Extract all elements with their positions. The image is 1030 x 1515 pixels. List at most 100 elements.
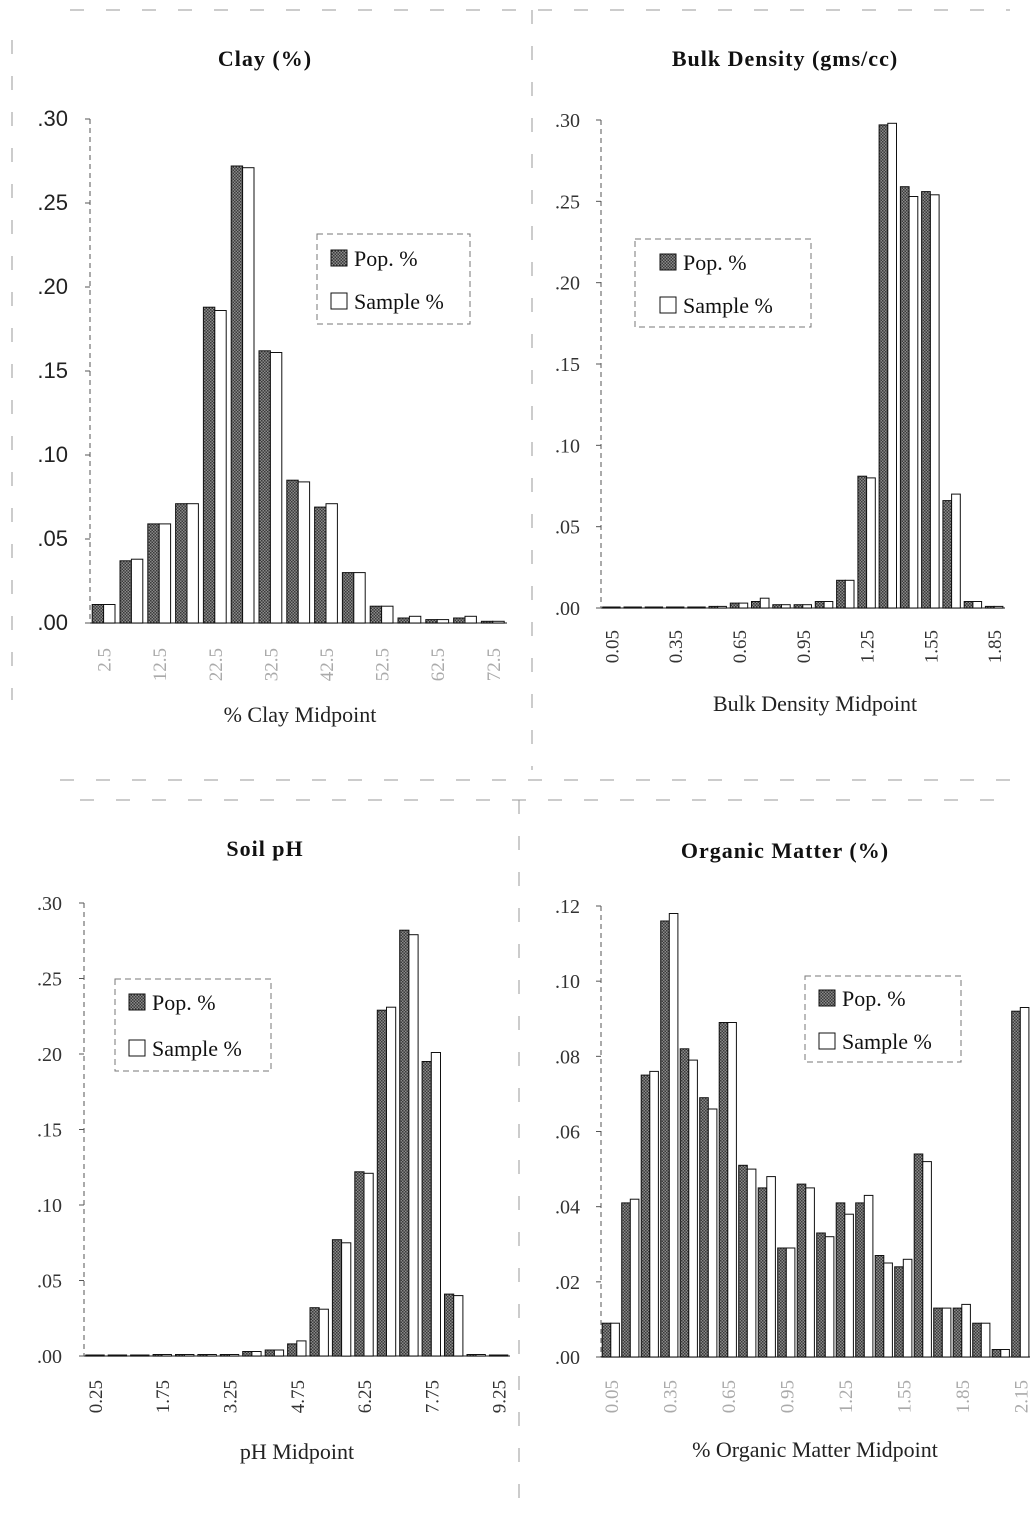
x-tick-label: 1.85	[985, 630, 1006, 663]
x-tick-label: 32.5	[261, 648, 282, 681]
pop-bar	[751, 601, 761, 609]
sample-bar	[184, 1354, 195, 1357]
pop-bar	[857, 475, 868, 609]
y-tick-label: .25	[37, 969, 62, 991]
sample-bar	[341, 1242, 352, 1357]
sample-bar	[922, 1161, 932, 1358]
pop-bar	[425, 619, 438, 624]
x-tick-label: 42.5	[317, 648, 338, 681]
pop-bar	[796, 1183, 807, 1358]
pop-bar	[219, 1354, 231, 1357]
y-tick-label: .08	[555, 1046, 580, 1068]
legend-pop-swatch	[330, 249, 348, 267]
sample-bar	[961, 1303, 971, 1358]
legend: Pop. % Sample %	[634, 238, 812, 328]
sample-bar	[186, 503, 199, 624]
sample-bar	[649, 1070, 659, 1358]
pop-bar	[874, 1255, 885, 1358]
legend-sample-label: Sample %	[354, 289, 444, 314]
pop-bar	[147, 523, 160, 624]
y-tick-label: .15	[37, 1120, 62, 1142]
y-axis-ticks: .00 .05 .10 .15 .20 .25 .30	[37, 106, 91, 635]
legend: Pop. % Sample %	[114, 978, 272, 1072]
sample-bar	[738, 602, 749, 609]
sample-bar	[746, 1168, 757, 1358]
y-tick-label: .20	[555, 273, 580, 295]
y-tick-label: .06	[555, 1122, 580, 1144]
y-tick-label: .15	[37, 358, 68, 383]
sample-bar	[251, 1351, 262, 1357]
legend-pop-label: Pop. %	[842, 986, 906, 1011]
sample-bar	[610, 1322, 620, 1358]
pop-bar	[1011, 1010, 1021, 1358]
sample-bar	[214, 310, 227, 624]
pop-bar	[601, 1322, 612, 1358]
bars	[601, 122, 1005, 609]
pop-bar	[466, 1354, 477, 1357]
sample-bar	[492, 620, 505, 624]
panel-dividers	[11, 9, 1025, 1510]
sample-bar	[610, 606, 621, 609]
x-axis-label: Bulk Density Midpoint	[713, 691, 917, 716]
sample-bar	[993, 605, 1004, 609]
x-tick-label: 52.5	[373, 648, 394, 681]
sample-bar	[951, 493, 961, 609]
sample-bar	[929, 194, 940, 609]
y-tick-label: .10	[37, 1195, 62, 1217]
pop-bar	[341, 572, 355, 624]
legend-pop-swatch	[128, 993, 146, 1011]
sample-bar	[866, 477, 876, 609]
pop-bar	[835, 1202, 846, 1358]
sample-bar	[887, 122, 897, 609]
x-tick-label: 9.25	[490, 1380, 511, 1413]
pop-bar	[984, 605, 995, 609]
sample-bar	[802, 604, 812, 609]
pop-bar	[488, 1354, 500, 1357]
pop-bar	[119, 560, 132, 624]
sample-bar	[844, 1213, 854, 1358]
sample-bar	[674, 606, 685, 609]
pop-bar	[354, 1171, 365, 1357]
y-tick-label: .00	[555, 1347, 580, 1369]
y-tick-label: .00	[37, 610, 68, 635]
y-tick-label: .25	[555, 191, 580, 213]
x-tick-label: 0.25	[86, 1380, 107, 1413]
clay-chart: Clay (%) .00 .05 .10 .15 .20 .25 .30 2.5 12.5 22…	[37, 46, 507, 727]
bars	[601, 913, 1030, 1358]
sample-bar	[464, 615, 477, 624]
sample-bar	[273, 1349, 285, 1357]
pop-bar	[175, 503, 188, 624]
x-axis-ticks: 0.25 1.75 3.25 4.75 6.25 7.75 9.25	[86, 1380, 511, 1413]
sample-bar	[785, 1247, 796, 1358]
pop-bar	[899, 186, 910, 609]
x-axis-label: % Organic Matter Midpoint	[692, 1437, 938, 1462]
sample-bar	[696, 606, 706, 609]
sample-bar	[653, 606, 664, 609]
pop-bar	[91, 604, 105, 624]
pop-bar	[444, 1293, 455, 1357]
pop-bar	[793, 604, 804, 609]
y-tick-label: .00	[555, 598, 580, 620]
pop-bar	[480, 620, 494, 624]
pop-bar	[772, 604, 782, 609]
pop-bar	[621, 1202, 631, 1358]
pop-bar	[369, 605, 383, 624]
pop-bar	[314, 506, 327, 624]
sample-bar	[103, 604, 116, 624]
y-tick-label: .12	[555, 896, 580, 918]
legend-pop-label: Pop. %	[683, 250, 747, 275]
pop-bar	[687, 606, 697, 609]
pop-bar	[242, 1351, 253, 1357]
sample-bar	[844, 579, 855, 609]
y-tick-label: .05	[37, 526, 68, 551]
pop-bar	[777, 1247, 787, 1358]
pop-bar	[972, 1322, 982, 1358]
x-tick-label: 62.5	[428, 648, 449, 681]
pop-bar	[729, 602, 740, 609]
sample-bar	[632, 606, 642, 609]
x-tick-label: 2.15	[1011, 1380, 1030, 1413]
x-tick-label: 0.95	[794, 630, 815, 663]
pop-bar	[130, 1354, 141, 1357]
legend: Pop. % Sample %	[804, 975, 962, 1063]
bulk-density-chart: Bulk Density (gms/cc) .00 .05 .10 .15 .20 .25…	[555, 46, 1006, 716]
